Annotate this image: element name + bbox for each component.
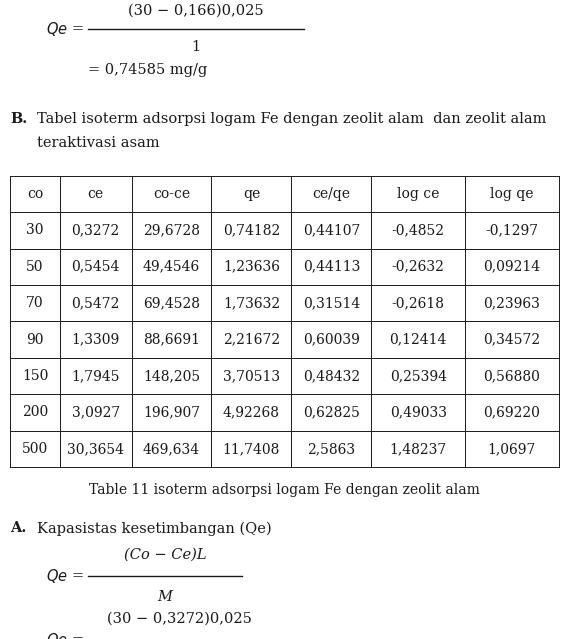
Text: 90: 90 [26,333,44,346]
Text: 1,23636: 1,23636 [223,260,280,273]
Text: 3,0927: 3,0927 [72,406,120,419]
Text: 0,5472: 0,5472 [72,296,120,310]
Text: 30,3654: 30,3654 [67,442,124,456]
Text: 0,34572: 0,34572 [483,333,541,346]
Text: 1,7945: 1,7945 [72,369,120,383]
Text: 50: 50 [26,260,44,273]
Text: 0,56880: 0,56880 [484,369,541,383]
Text: 1: 1 [192,40,201,54]
Text: 0,48432: 0,48432 [303,369,360,383]
Text: -0,4852: -0,4852 [391,224,445,237]
Text: 0,25394: 0,25394 [390,369,447,383]
Text: 3,70513: 3,70513 [223,369,280,383]
Text: 2,5863: 2,5863 [307,442,356,456]
Text: 11,7408: 11,7408 [222,442,280,456]
Text: 1,73632: 1,73632 [223,296,280,310]
Text: 1,48237: 1,48237 [390,442,447,456]
Text: co: co [27,187,43,201]
Text: teraktivasi asam: teraktivasi asam [37,136,160,150]
Text: 30: 30 [26,224,44,237]
Text: M: M [158,590,172,604]
Text: $\mathit{Qe}$: $\mathit{Qe}$ [47,631,68,639]
Text: 49,4546: 49,4546 [143,260,200,273]
Text: qe: qe [243,187,260,201]
Text: 0,74182: 0,74182 [223,224,280,237]
Text: 1,0697: 1,0697 [488,442,536,456]
Text: 2,21672: 2,21672 [223,333,280,346]
Text: = 0,74585 mg/g: = 0,74585 mg/g [88,63,208,77]
Text: 200: 200 [22,406,48,419]
Text: ce: ce [88,187,104,201]
Text: ce/qe: ce/qe [312,187,351,201]
Text: (Co − Ce)L: (Co − Ce)L [123,548,207,562]
Text: 0,69220: 0,69220 [484,406,541,419]
Text: 0,3272: 0,3272 [72,224,120,237]
Text: 88,6691: 88,6691 [143,333,200,346]
Text: 69,4528: 69,4528 [143,296,200,310]
Text: -0,2618: -0,2618 [391,296,445,310]
Text: 0,31514: 0,31514 [303,296,360,310]
Text: =: = [71,22,83,36]
Text: Table 11 isoterm adsorpsi logam Fe dengan zeolit alam: Table 11 isoterm adsorpsi logam Fe denga… [89,483,480,497]
Text: co-ce: co-ce [153,187,190,201]
Text: =: = [71,633,83,639]
Text: $\mathit{Qe}$: $\mathit{Qe}$ [47,567,68,585]
Text: 1,3309: 1,3309 [72,333,120,346]
Text: 0,5454: 0,5454 [72,260,120,273]
Text: 0,12414: 0,12414 [390,333,447,346]
Text: log ce: log ce [397,187,439,201]
Text: 4,92268: 4,92268 [223,406,280,419]
Text: Tabel isoterm adsorpsi logam Fe dengan zeolit alam  dan zeolit alam: Tabel isoterm adsorpsi logam Fe dengan z… [37,112,546,126]
Text: 196,907: 196,907 [143,406,200,419]
Text: 0,60039: 0,60039 [303,333,360,346]
Text: 0,44107: 0,44107 [303,224,360,237]
Text: (30 − 0,166)0,025: (30 − 0,166)0,025 [129,3,264,17]
Text: -0,1297: -0,1297 [485,224,538,237]
Text: A.: A. [10,521,27,535]
Text: 0,62825: 0,62825 [303,406,360,419]
Text: 0,49033: 0,49033 [390,406,447,419]
Text: $\mathit{Qe}$: $\mathit{Qe}$ [47,20,68,38]
Text: 0,23963: 0,23963 [484,296,541,310]
Text: 500: 500 [22,442,48,456]
Text: 29,6728: 29,6728 [143,224,200,237]
Text: 0,09214: 0,09214 [483,260,541,273]
Text: 148,205: 148,205 [143,369,200,383]
Text: 150: 150 [22,369,48,383]
Text: 70: 70 [26,296,44,310]
Text: 0,44113: 0,44113 [303,260,360,273]
Text: =: = [71,569,83,583]
Text: 469,634: 469,634 [143,442,200,456]
Text: Kapasistas kesetimbangan (Qe): Kapasistas kesetimbangan (Qe) [37,521,271,536]
Text: log qe: log qe [490,187,534,201]
Text: (30 − 0,3272)0,025: (30 − 0,3272)0,025 [107,612,251,626]
Text: B.: B. [10,112,27,126]
Text: -0,2632: -0,2632 [391,260,444,273]
